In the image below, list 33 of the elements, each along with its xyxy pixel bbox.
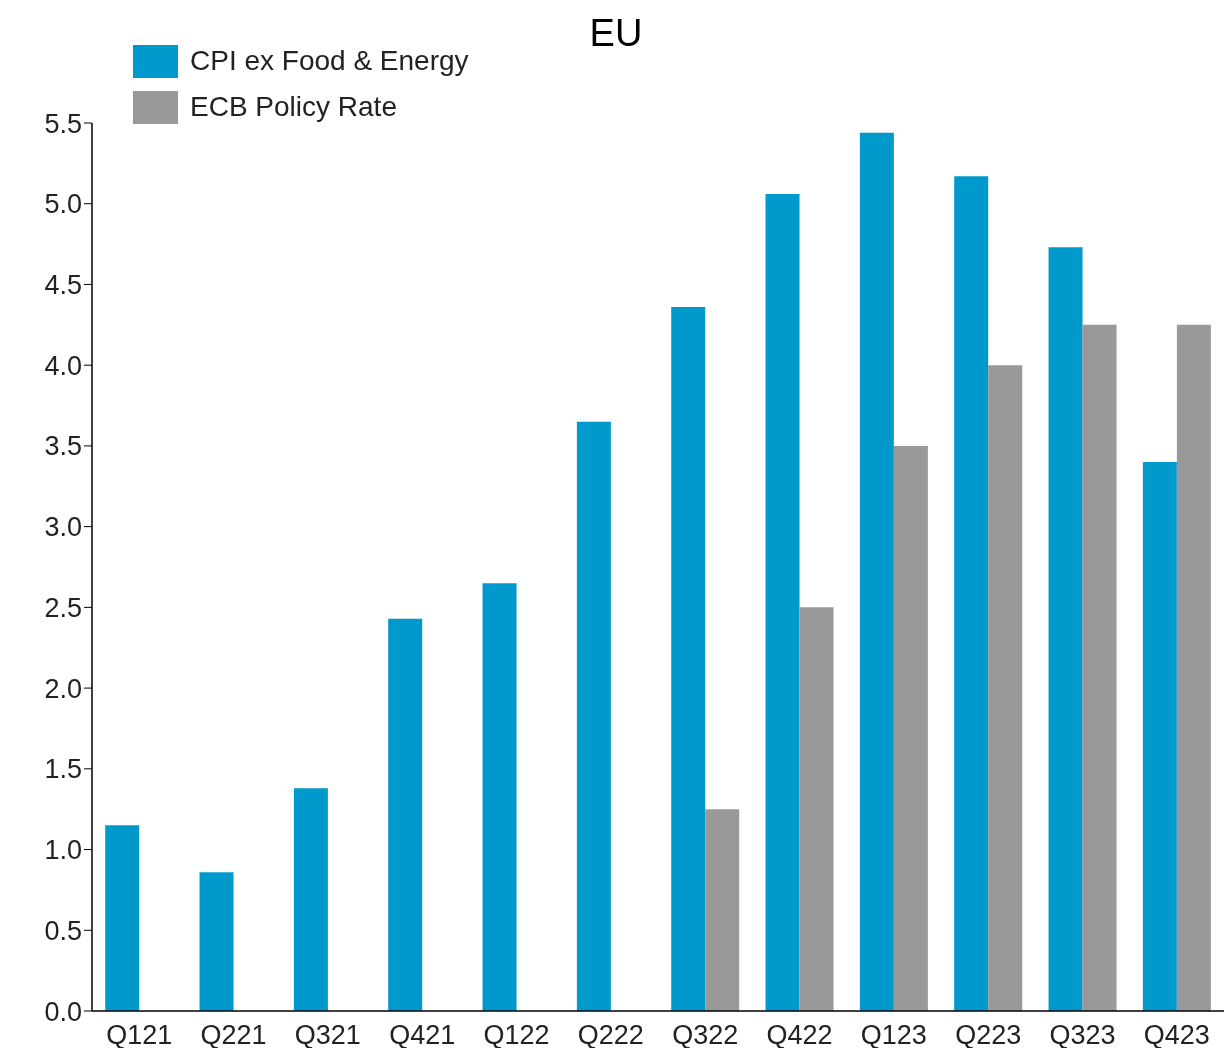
bar [1142,462,1177,1011]
bar [482,583,517,1011]
bar [765,194,800,1011]
bar [954,176,989,1011]
bar [1176,324,1211,1011]
bar [293,788,328,1011]
chart-title: EU [589,12,643,54]
y-tick-label: 3.5 [44,431,82,462]
bar [576,421,611,1011]
y-tick-label: 5.0 [44,189,82,220]
bar [671,307,706,1011]
y-tick-label: 4.0 [44,350,82,381]
bar [799,607,834,1011]
bar [388,618,423,1011]
bar [859,132,894,1011]
y-tick-label: 5.5 [44,108,82,139]
bar [705,809,740,1011]
y-tick-label: 1.0 [44,835,82,866]
y-tick-label: 2.5 [44,592,82,623]
bar [893,445,928,1011]
y-tick-label: 1.5 [44,754,82,785]
bar [105,825,140,1011]
y-tick-label: 2.0 [44,673,82,704]
y-tick-label: 3.0 [44,512,82,543]
legend-label: CPI ex Food & Energy [190,45,469,77]
bar [199,872,234,1011]
y-tick-label: 0.5 [44,915,82,946]
bar [1082,324,1117,1011]
legend-label: ECB Policy Rate [190,91,397,123]
y-tick-label: 0.0 [44,996,82,1027]
bar [988,365,1023,1011]
bar [1048,247,1083,1011]
y-tick-label: 4.5 [44,270,82,301]
